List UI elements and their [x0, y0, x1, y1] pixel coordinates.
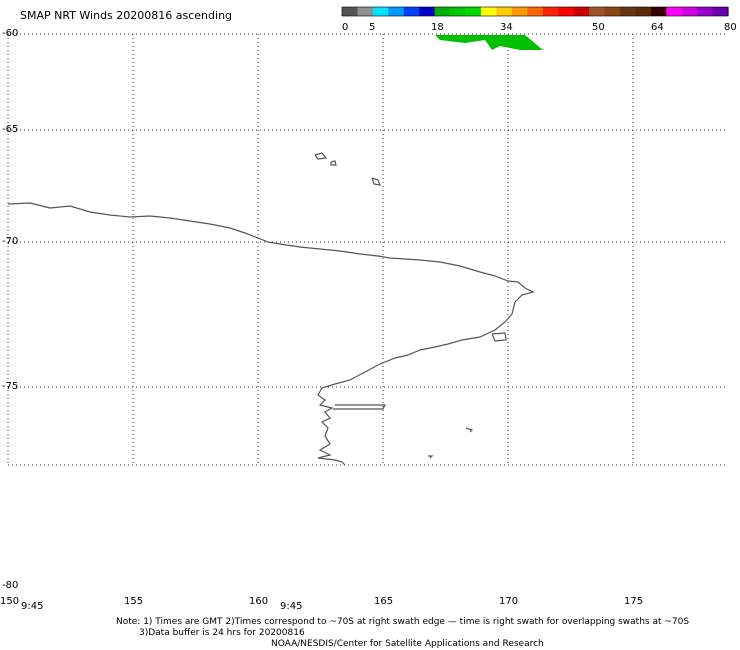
lon-label-175: 175	[624, 596, 644, 607]
coastline-main	[7, 202, 535, 466]
colorbar-segment	[465, 7, 482, 16]
colorbar-segment	[619, 7, 636, 16]
lon-label-155: 155	[124, 596, 144, 607]
colorbar-segment	[573, 7, 590, 16]
time-label-2: 9:45	[280, 601, 303, 612]
colorbar-segment	[419, 7, 436, 16]
wind-swath	[435, 35, 543, 50]
colorbar-segment	[542, 7, 559, 16]
colorbar-segment	[666, 7, 683, 16]
colorbar-segment	[589, 7, 606, 16]
colorbar-segment	[697, 7, 714, 16]
colorbar-label: 5	[369, 22, 375, 33]
note-line-1: Note: 1) Times are GMT 2)Times correspon…	[116, 617, 690, 627]
colorbar-segment	[681, 7, 698, 16]
lon-label-165: 165	[374, 596, 394, 607]
colorbar-segment	[450, 7, 467, 16]
colorbar-segment	[388, 7, 405, 16]
colorbar-label: 64	[651, 22, 664, 33]
colorbar-segment	[496, 7, 513, 16]
map-title: SMAP NRT Winds 20200816 ascending	[20, 9, 233, 22]
colorbar-segment	[403, 7, 420, 16]
colorbar-label: 50	[592, 22, 605, 33]
colorbar-segment	[372, 7, 389, 16]
colorbar-segment	[650, 7, 667, 16]
coastline-shelf	[333, 404, 386, 410]
island-6	[428, 455, 434, 459]
colorbar-frame	[341, 6, 729, 17]
note-line-2: 3)Data buffer is 24 hrs for 20200816	[139, 628, 305, 638]
colorbar-label: 34	[500, 22, 513, 33]
colorbar-label: 80	[724, 22, 737, 33]
island-1	[314, 152, 328, 160]
colorbar-segment	[558, 7, 575, 16]
colorbar-segment	[357, 7, 374, 16]
colorbar-segment	[712, 7, 729, 16]
lat-label-70: -70	[2, 236, 19, 247]
lat-label-60: -60	[2, 28, 19, 39]
lat-label-75: -75	[2, 381, 19, 392]
time-label-1: 9:45	[21, 601, 44, 612]
graticule	[7, 33, 728, 466]
colorbar-segment	[480, 7, 497, 16]
colorbar-segment	[527, 7, 544, 16]
lon-label-170: 170	[499, 596, 519, 607]
colorbar-segment	[635, 7, 652, 16]
lat-label-80: -80	[2, 580, 19, 591]
colorbar-label: 18	[431, 22, 444, 33]
lat-label-65: -65	[2, 124, 19, 135]
colorbar-segment	[604, 7, 621, 16]
colorbar-segment	[342, 7, 359, 16]
coastline	[7, 152, 535, 466]
colorbar-segment	[511, 7, 528, 16]
colorbar-label: 0	[342, 22, 348, 33]
colorbar: 0 5 18 34 50 64 80	[341, 6, 737, 33]
island-3	[371, 177, 381, 186]
island-2	[330, 160, 337, 166]
lon-label-160: 160	[249, 596, 269, 607]
note-line-3: NOAA/NESDIS/Center for Satellite Applica…	[271, 639, 544, 649]
lon-label-150: 150	[0, 596, 20, 607]
island-4	[491, 332, 507, 342]
colorbar-segment	[434, 7, 451, 16]
island-5	[465, 427, 474, 433]
